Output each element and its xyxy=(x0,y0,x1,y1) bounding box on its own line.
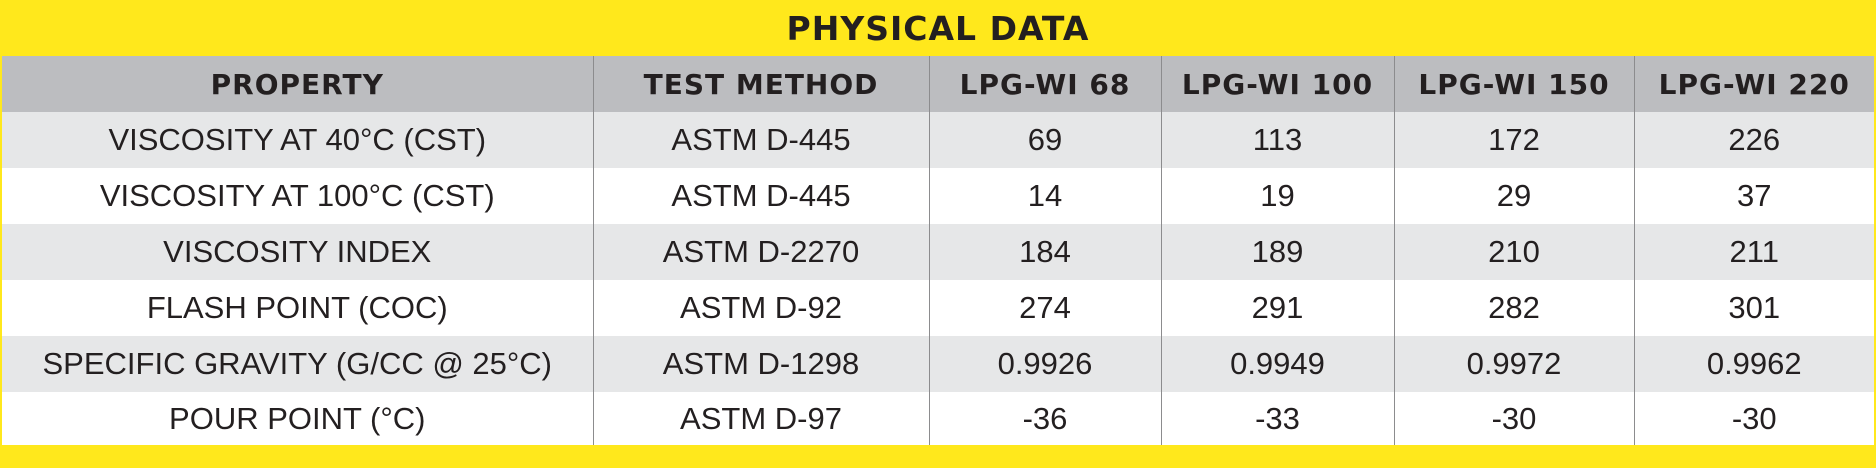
cell-lpg-wi-150: 172 xyxy=(1393,112,1634,168)
cell-property: VISCOSITY AT 40°C (CST) xyxy=(2,112,593,168)
cell-lpg-wi-150: -30 xyxy=(1393,392,1634,445)
cell-property: SPECIFIC GRAVITY (G/CC @ 25°C) xyxy=(2,336,593,392)
cell-lpg-wi-220: 211 xyxy=(1633,224,1874,280)
cell-lpg-wi-220: 37 xyxy=(1633,168,1874,224)
table-row: FLASH POINT (COC) ASTM D-92 274 291 282 … xyxy=(2,280,1874,336)
cell-test-method: ASTM D-1298 xyxy=(592,336,929,392)
cell-lpg-wi-150: 0.9972 xyxy=(1393,336,1634,392)
cell-property: POUR POINT (°C) xyxy=(2,392,593,445)
cell-lpg-wi-68: 69 xyxy=(928,112,1161,168)
cell-lpg-wi-150: 210 xyxy=(1393,224,1634,280)
cell-lpg-wi-100: 19 xyxy=(1160,168,1394,224)
cell-lpg-wi-150: 282 xyxy=(1393,280,1634,336)
header-row: PROPERTY TEST METHOD LPG-WI 68 LPG-WI 10… xyxy=(2,56,1874,112)
cell-lpg-wi-100: 291 xyxy=(1160,280,1394,336)
table-row: VISCOSITY AT 100°C (CST) ASTM D-445 14 1… xyxy=(2,168,1874,224)
cell-property: VISCOSITY INDEX xyxy=(2,224,593,280)
cell-lpg-wi-100: 189 xyxy=(1160,224,1394,280)
cell-test-method: ASTM D-2270 xyxy=(592,224,929,280)
cell-lpg-wi-100: 0.9949 xyxy=(1160,336,1394,392)
cell-lpg-wi-220: -30 xyxy=(1633,392,1874,445)
cell-lpg-wi-220: 0.9962 xyxy=(1633,336,1874,392)
table-title: PHYSICAL DATA xyxy=(786,8,1090,48)
physical-data-table: PROPERTY TEST METHOD LPG-WI 68 LPG-WI 10… xyxy=(2,56,1874,445)
cell-lpg-wi-68: 14 xyxy=(928,168,1161,224)
header-lpg-wi-220: LPG-WI 220 xyxy=(1633,56,1874,112)
cell-lpg-wi-68: 0.9926 xyxy=(928,336,1161,392)
table-row: VISCOSITY INDEX ASTM D-2270 184 189 210 … xyxy=(2,224,1874,280)
cell-property: FLASH POINT (COC) xyxy=(2,280,593,336)
cell-test-method: ASTM D-445 xyxy=(592,112,929,168)
cell-lpg-wi-150: 29 xyxy=(1393,168,1634,224)
cell-test-method: ASTM D-445 xyxy=(592,168,929,224)
header-test-method: TEST METHOD xyxy=(592,56,929,112)
header-lpg-wi-100: LPG-WI 100 xyxy=(1160,56,1394,112)
cell-lpg-wi-220: 301 xyxy=(1633,280,1874,336)
table-row: POUR POINT (°C) ASTM D-97 -36 -33 -30 -3… xyxy=(2,392,1874,445)
cell-lpg-wi-68: -36 xyxy=(928,392,1161,445)
table-row: VISCOSITY AT 40°C (CST) ASTM D-445 69 11… xyxy=(2,112,1874,168)
cell-test-method: ASTM D-97 xyxy=(592,392,929,445)
cell-test-method: ASTM D-92 xyxy=(592,280,929,336)
header-lpg-wi-68: LPG-WI 68 xyxy=(928,56,1161,112)
cell-lpg-wi-68: 184 xyxy=(928,224,1161,280)
header-lpg-wi-150: LPG-WI 150 xyxy=(1393,56,1634,112)
header-property: PROPERTY xyxy=(2,56,593,112)
table-row: SPECIFIC GRAVITY (G/CC @ 25°C) ASTM D-12… xyxy=(2,336,1874,392)
cell-lpg-wi-68: 274 xyxy=(928,280,1161,336)
cell-lpg-wi-100: 113 xyxy=(1160,112,1394,168)
cell-property: VISCOSITY AT 100°C (CST) xyxy=(2,168,593,224)
cell-lpg-wi-100: -33 xyxy=(1160,392,1394,445)
cell-lpg-wi-220: 226 xyxy=(1633,112,1874,168)
